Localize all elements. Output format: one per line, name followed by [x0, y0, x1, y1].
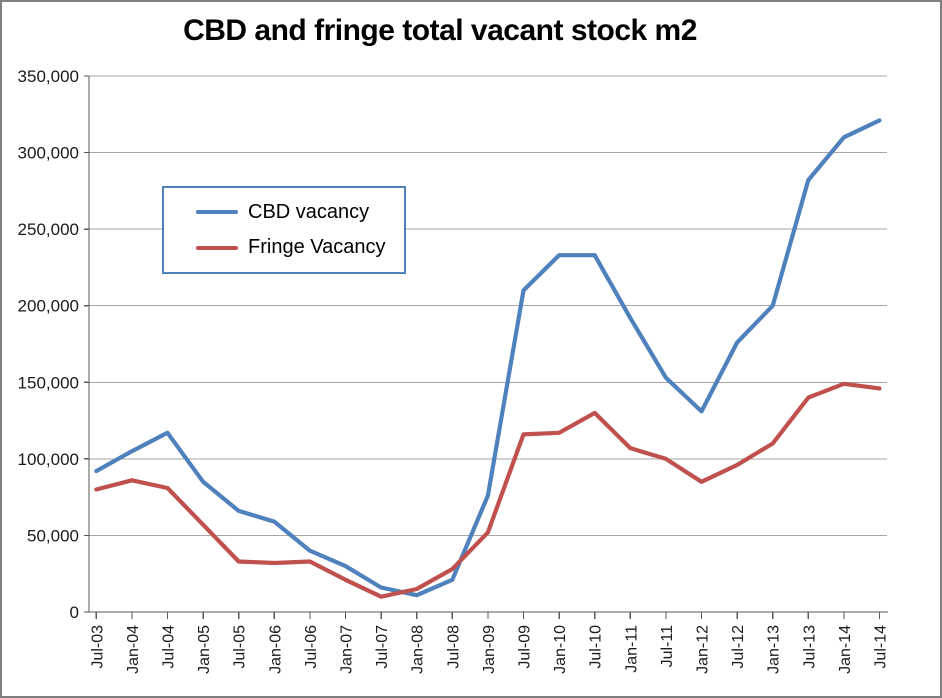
- x-tick-label: Jul-03: [89, 625, 106, 669]
- x-tick-label: Jan-04: [125, 625, 142, 674]
- y-tick-label: 100,000: [18, 450, 79, 469]
- y-tick-label: 0: [70, 603, 79, 622]
- fringe-line-swatch: [196, 245, 238, 250]
- x-tick-label: Jan-14: [837, 625, 854, 674]
- x-tick-label: Jan-05: [196, 625, 213, 674]
- x-tick-label: Jul-12: [730, 625, 747, 669]
- legend-label-fringe: Fringe Vacancy: [248, 236, 386, 259]
- legend-entry-fringe: Fringe Vacancy: [196, 236, 404, 259]
- x-tick-label: Jan-13: [766, 625, 783, 674]
- x-tick-label: Jan-12: [695, 625, 712, 674]
- fringe-vacancy-line: [94, 381, 882, 599]
- y-tick-label: 150,000: [18, 373, 79, 392]
- x-tick-label: Jul-13: [801, 625, 818, 669]
- x-tick-label: Jan-09: [481, 625, 498, 674]
- x-tick-label: Jul-07: [374, 625, 391, 669]
- x-tick-label: Jan-07: [339, 625, 356, 674]
- y-tick-label: 300,000: [18, 144, 79, 163]
- y-tick-label: 250,000: [18, 220, 79, 239]
- y-tick-label: 350,000: [18, 67, 79, 86]
- y-tick-label: 200,000: [18, 297, 79, 316]
- x-tick-label: Jan-11: [623, 625, 640, 673]
- x-tick-label: Jul-08: [445, 625, 462, 669]
- x-tick-label: Jul-11: [659, 625, 676, 667]
- legend-entry-cbd: CBD vacancy: [196, 201, 404, 224]
- x-tick-label: Jan-06: [267, 625, 284, 674]
- x-tick-label: Jan-10: [552, 625, 569, 674]
- y-tick-label: 50,000: [27, 526, 79, 545]
- legend: CBD vacancy Fringe Vacancy: [162, 186, 406, 274]
- x-tick-label: Jul-10: [588, 625, 605, 669]
- x-tick-label: Jul-05: [232, 625, 249, 669]
- cbd-vacancy-line: [94, 118, 882, 598]
- x-tick-label: Jul-04: [161, 625, 178, 669]
- x-tick-label: Jan-08: [410, 625, 427, 674]
- legend-label-cbd: CBD vacancy: [248, 200, 370, 223]
- x-tick-label: Jul-14: [873, 625, 890, 669]
- x-tick-label: Jul-06: [303, 625, 320, 669]
- chart-title: CBD and fringe total vacant stock m2: [183, 14, 697, 47]
- x-tick-label: Jul-09: [517, 625, 534, 669]
- cbd-line-swatch: [196, 210, 238, 215]
